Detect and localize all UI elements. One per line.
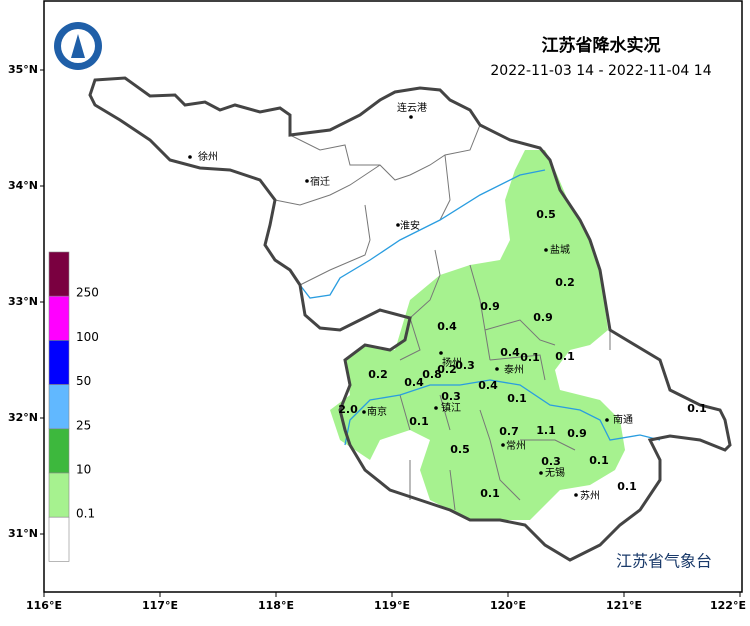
subtitle: 2022-11-03 14 - 2022-11-04 14 [490, 63, 711, 79]
precip-label: 0.3 [441, 390, 461, 403]
city-dot [362, 410, 366, 414]
precip-label: 0.1 [409, 415, 429, 428]
city-dot [539, 471, 543, 475]
city-name: 徐州 [198, 150, 218, 163]
rain-area [330, 150, 625, 520]
legend-label: 10 [76, 463, 91, 477]
precip-label: 0.7 [499, 425, 519, 438]
city-name: 南京 [367, 405, 387, 418]
precip-label: 0.3 [541, 455, 561, 468]
precip-label: 0.1 [507, 392, 527, 405]
city-dot [188, 155, 192, 159]
city-dot [409, 115, 413, 119]
county-borders [274, 124, 611, 511]
title: 江苏省降水实况 [542, 35, 661, 56]
legend-label: 100 [76, 330, 99, 344]
lat-label: 32°N [8, 411, 38, 424]
city-name: 苏州 [580, 489, 600, 502]
lat-label: 31°N [8, 527, 38, 540]
precip-label: 0.9 [480, 300, 500, 313]
city-dot [501, 443, 505, 447]
city-dot [439, 351, 443, 355]
city-name: 常州 [506, 439, 526, 452]
precip-label: 0.5 [536, 208, 556, 221]
dry-patch [560, 355, 615, 390]
city-dot [305, 179, 309, 183]
province-outline [88, 76, 732, 562]
precip-label: 0.3 [455, 359, 475, 372]
legend-swatch [48, 251, 70, 297]
legend-swatch [48, 295, 70, 341]
city-name: 南通 [613, 413, 633, 426]
legend-label: 250 [76, 286, 99, 300]
logo [54, 22, 102, 70]
precip-label: 0.5 [450, 443, 470, 456]
precip-label: 0.1 [480, 487, 500, 500]
precip-label: 0.2 [368, 368, 388, 381]
city-dot [574, 493, 578, 497]
lat-label: 35°N [8, 63, 38, 76]
city-dot [544, 248, 548, 252]
city-name: 泰州 [504, 363, 524, 376]
precip-label: 1.1 [536, 424, 556, 437]
precip-label: 2.0 [338, 403, 358, 416]
legend-label: 25 [76, 418, 91, 432]
city-name: 镇江 [441, 401, 461, 414]
city-name: 连云港 [397, 101, 427, 114]
precip-label: 0.1 [555, 350, 575, 363]
precip-label: 0.1 [687, 402, 707, 415]
legend-label: 0.1 [76, 507, 95, 521]
city-dot [605, 418, 609, 422]
precip-label: 0.8 [422, 368, 442, 381]
lon-label: 118°E [258, 599, 294, 612]
precip-label: 0.4 [404, 376, 424, 389]
city-dot [495, 367, 499, 371]
lon-label: 116°E [26, 599, 62, 612]
city-dot [434, 406, 438, 410]
precip-label: 0.9 [567, 427, 587, 440]
city-name: 淮安 [400, 219, 420, 232]
precip-label: 0.1 [617, 480, 637, 493]
river [299, 169, 661, 446]
precip-label: 0.4 [500, 346, 520, 359]
lon-label: 120°E [490, 599, 526, 612]
legend-swatch [48, 428, 70, 474]
lon-label: 119°E [374, 599, 410, 612]
city-dot [396, 223, 400, 227]
legend-swatch [48, 340, 70, 385]
precip-label: 0.1 [520, 351, 540, 364]
footer: 江苏省气象台 [616, 552, 712, 571]
city-name: 宿迁 [310, 175, 330, 188]
precip-label: 0.9 [533, 311, 553, 324]
legend-swatch [48, 472, 70, 518]
precip-label: 0.4 [478, 379, 498, 392]
precip-label: 0.1 [589, 454, 609, 467]
legend-swatch [48, 516, 70, 562]
precip-label: 0.2 [437, 363, 457, 376]
precip-label: 0.2 [555, 276, 575, 289]
legend-label: 50 [76, 374, 91, 388]
legend-swatch [48, 384, 70, 430]
city-name: 盐城 [550, 243, 570, 256]
lat-label: 33°N [8, 295, 38, 308]
city-name: 扬州 [442, 356, 462, 369]
city-name: 无锡 [545, 466, 565, 479]
lon-label: 117°E [142, 599, 178, 612]
lon-label: 122°E [710, 599, 746, 612]
lon-label: 121°E [606, 599, 642, 612]
lat-label: 34°N [8, 179, 38, 192]
precip-label: 0.4 [437, 320, 457, 333]
